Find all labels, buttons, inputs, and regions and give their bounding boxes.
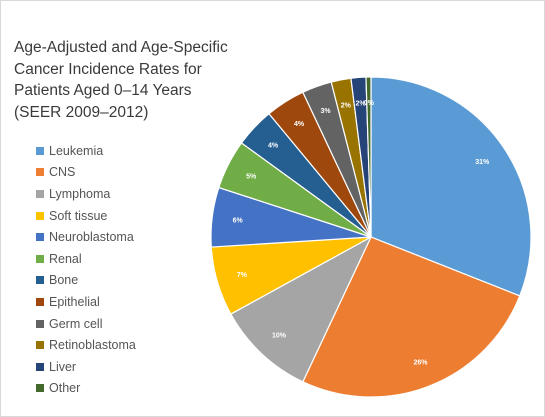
slice-data-label: 0% [364,100,375,107]
slice-data-label: 6% [233,218,244,225]
slice-data-label: 7% [237,272,248,279]
slice-data-label: 4% [268,143,279,150]
slice-data-label: 5% [246,174,257,181]
slice-data-label: 10% [272,333,287,340]
slice-data-label: 2% [341,103,352,110]
slice-data-label: 31% [475,159,490,166]
slice-data-label: 3% [320,108,331,115]
slice-data-label: 4% [294,121,305,128]
slice-data-label: 26% [413,360,428,367]
